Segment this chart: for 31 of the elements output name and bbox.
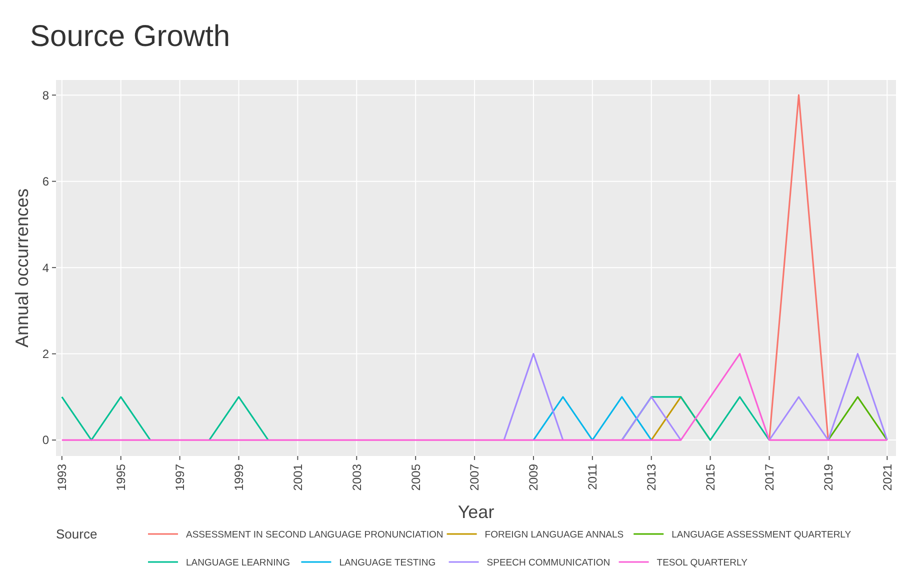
x-tick-label: 2005	[408, 464, 423, 491]
x-axis-title: Year	[458, 502, 494, 522]
x-tick-label: 2001	[290, 464, 305, 491]
x-tick-label: 2009	[526, 464, 541, 491]
legend-label: TESOL QUARTERLY	[656, 557, 748, 568]
legend-label: LANGUAGE TESTING	[339, 557, 436, 568]
x-tick-label: 1993	[55, 464, 70, 491]
x-tick-label: 2003	[350, 464, 364, 491]
y-tick-label: 8	[42, 88, 50, 102]
y-tick-label: 2	[42, 347, 50, 362]
x-tick-label: 2019	[821, 464, 836, 491]
x-tick-label: 2017	[762, 464, 776, 491]
legend-label: FOREIGN LANGUAGE ANNALS	[484, 529, 624, 540]
x-tick-label: 2013	[644, 464, 659, 491]
y-axis-title: Annual occurrences	[12, 188, 32, 348]
legend-label: ASSESSMENT IN SECOND LANGUAGE PRONUNCIATION	[186, 529, 444, 540]
legend-label: LANGUAGE ASSESSMENT QUARTERLY	[672, 529, 852, 540]
legend-label: LANGUAGE LEARNING	[186, 557, 290, 568]
x-tick-label: 2021	[880, 464, 894, 491]
x-tick-label: 2015	[704, 464, 718, 491]
y-tick-label: 6	[42, 174, 50, 189]
chart-title: Source Growth	[30, 20, 230, 53]
x-tick-label: 1999	[232, 464, 246, 491]
legend-label: SPEECH COMMUNICATION	[486, 557, 610, 568]
x-tick-label: 2007	[468, 464, 482, 491]
x-tick-label: 1995	[114, 464, 128, 491]
x-tick-label: 2011	[586, 464, 600, 490]
x-tick-label: 1997	[172, 464, 187, 491]
y-tick-label: 4	[42, 260, 50, 275]
y-tick-label: 0	[42, 433, 50, 448]
legend-title: Source	[56, 526, 98, 542]
